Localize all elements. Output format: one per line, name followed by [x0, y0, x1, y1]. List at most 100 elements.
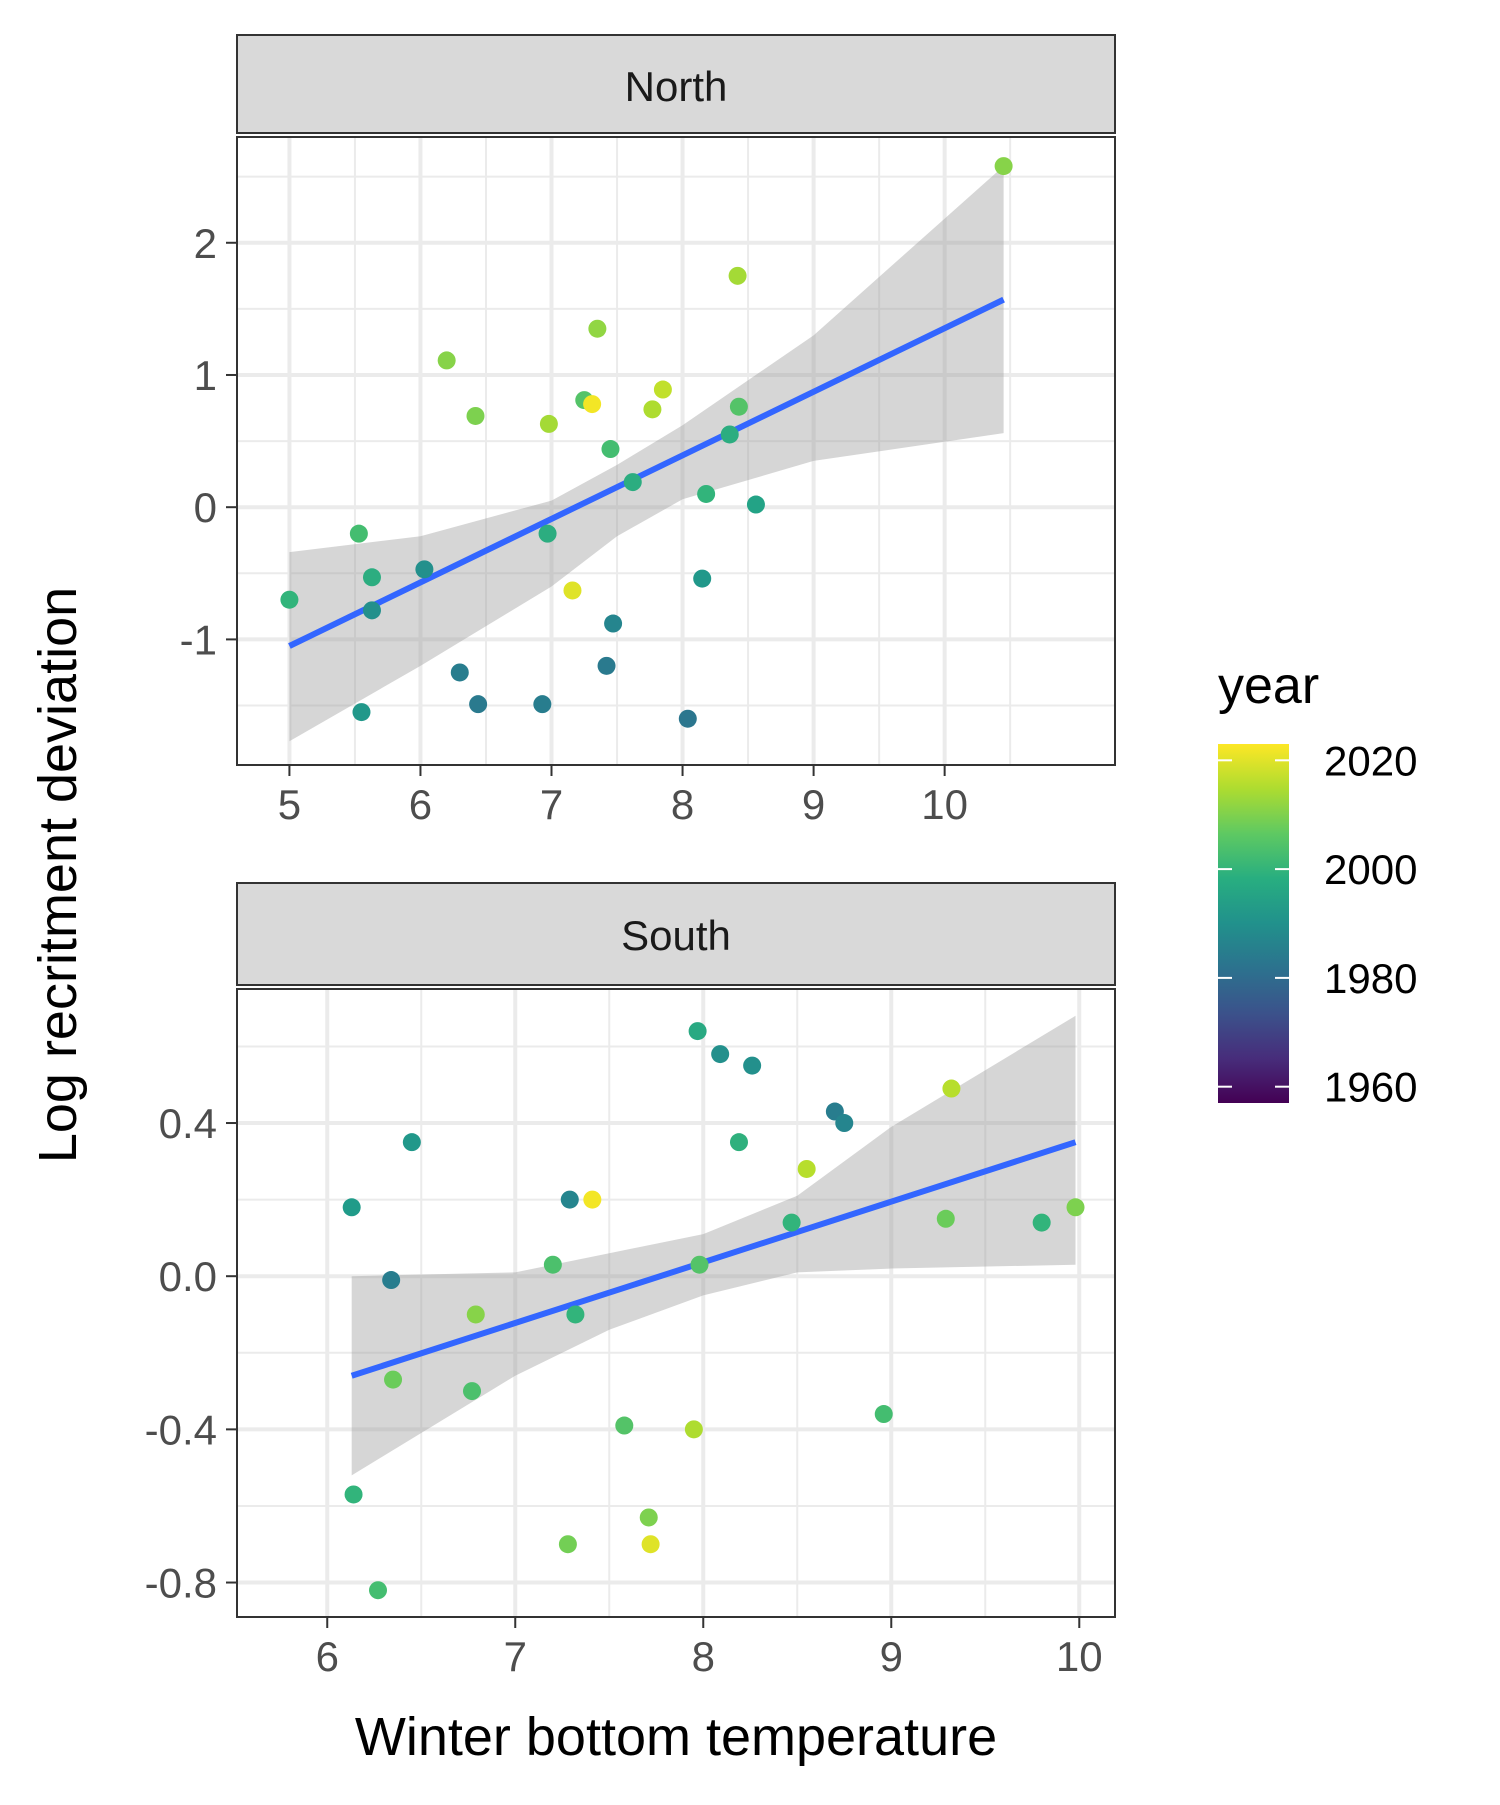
data-point-south-31 [1066, 1198, 1085, 1217]
data-point-south-9 [543, 1255, 562, 1274]
data-point-south-7 [463, 1382, 482, 1401]
legend-ticks: 1960 1980 2000 2020 [1218, 737, 1417, 1111]
data-point-north-22 [643, 400, 662, 419]
trend-line-south [350, 1139, 1077, 1379]
data-point-south-19 [690, 1255, 709, 1274]
y-tick-label: 0.4 [159, 1100, 217, 1147]
data-point-north-30 [746, 495, 765, 514]
strip-north-label: North [625, 63, 728, 110]
grid-north [237, 137, 1115, 765]
data-point-north-12 [538, 524, 557, 543]
data-point-south-10 [558, 1535, 577, 1554]
plot-area-north-border [236, 136, 1116, 766]
confidence-band-south [351, 1015, 1076, 1476]
panel-north: North 5 6 7 8 9 10 -1 0 1 2 [180, 34, 1116, 828]
data-point-south-30 [1032, 1213, 1051, 1232]
y-axis-south: -0.8 -0.4 0.0 0.4 [145, 1100, 237, 1607]
data-point-north-18 [597, 656, 616, 675]
data-point-south-4 [382, 1271, 401, 1290]
data-point-north-16 [583, 395, 602, 414]
x-tick-label: 8 [692, 1633, 715, 1680]
panel-south: South 6 7 8 9 10 -0.8 -0.4 0.0 0.4 [145, 882, 1116, 1680]
y-tick-label: -1 [180, 616, 217, 663]
legend-colorbar [1218, 744, 1289, 1103]
x-axis-north: 5 6 7 8 9 10 [278, 765, 968, 828]
data-point-north-6 [415, 560, 434, 579]
legend-label: 2020 [1324, 737, 1417, 784]
data-point-north-26 [697, 484, 716, 503]
strip-south-label: South [621, 912, 731, 959]
x-tick-label: 9 [880, 1633, 903, 1680]
data-point-north-7 [437, 351, 456, 370]
y-tick-label: 2 [194, 220, 217, 267]
data-point-north-1 [280, 590, 299, 609]
data-point-south-6 [402, 1133, 421, 1152]
data-point-south-8 [466, 1305, 485, 1324]
y-tick-label: 1 [194, 352, 217, 399]
data-point-north-27 [720, 425, 739, 444]
data-point-north-2 [349, 524, 368, 543]
points-north [280, 157, 1013, 728]
data-point-north-14 [563, 581, 582, 600]
data-point-south-26 [835, 1114, 854, 1133]
data-point-south-22 [743, 1056, 762, 1075]
data-point-south-15 [639, 1508, 658, 1527]
data-point-north-19 [601, 440, 620, 459]
y-axis-north: -1 0 1 2 [180, 220, 237, 663]
data-point-south-18 [688, 1022, 707, 1041]
data-point-north-9 [466, 406, 485, 425]
data-point-south-16 [641, 1535, 660, 1554]
plot-area-south-border [236, 988, 1116, 1618]
data-point-north-13 [539, 414, 558, 433]
data-point-south-5 [384, 1370, 403, 1389]
points-south [342, 1022, 1085, 1600]
legend-label: 1960 [1324, 1064, 1417, 1111]
trend-line-north [288, 296, 1005, 649]
x-tick-label: 8 [671, 781, 694, 828]
strip-south-background [236, 882, 1116, 986]
confidence-band-north [289, 166, 1004, 742]
data-point-south-29 [942, 1079, 961, 1098]
grid-south [237, 989, 1115, 1617]
data-point-north-4 [362, 568, 381, 587]
data-point-south-12 [566, 1305, 585, 1324]
legend-label: 1980 [1324, 955, 1417, 1002]
data-point-south-1 [342, 1198, 361, 1217]
data-point-north-23 [653, 380, 672, 399]
legend-title: year [1218, 657, 1319, 715]
data-point-south-21 [729, 1133, 748, 1152]
y-tick-label: -0.4 [145, 1406, 217, 1453]
x-tick-label: 6 [316, 1633, 339, 1680]
x-tick-label: 9 [802, 781, 825, 828]
x-tick-label: 7 [540, 781, 563, 828]
data-point-north-5 [362, 601, 381, 620]
plot-area-south-background [237, 989, 1115, 1617]
x-tick-label: 6 [409, 781, 432, 828]
legend-label: 2000 [1324, 846, 1417, 893]
data-point-north-20 [604, 614, 623, 633]
confidence-band-south [351, 1015, 1076, 1476]
data-point-south-27 [874, 1405, 893, 1424]
data-point-south-11 [560, 1190, 579, 1209]
data-point-north-29 [729, 397, 748, 416]
data-point-north-24 [678, 709, 697, 728]
y-tick-label: 0 [194, 484, 217, 531]
y-tick-label: -0.8 [145, 1560, 217, 1607]
strip-north-background [236, 34, 1116, 134]
data-point-south-2 [344, 1485, 363, 1504]
data-point-north-17 [588, 319, 607, 338]
data-point-north-11 [533, 695, 552, 714]
data-point-south-17 [684, 1420, 703, 1439]
x-tick-label: 10 [921, 781, 968, 828]
data-point-south-28 [936, 1209, 955, 1228]
data-point-south-3 [369, 1581, 388, 1600]
data-point-north-25 [693, 569, 712, 588]
data-point-south-23 [782, 1213, 801, 1232]
trend-line-south [350, 1139, 1077, 1379]
data-point-south-13 [583, 1190, 602, 1209]
x-tick-label: 5 [278, 781, 301, 828]
data-point-north-10 [469, 695, 488, 714]
x-tick-label: 7 [504, 1633, 527, 1680]
confidence-band-north [289, 166, 1004, 742]
